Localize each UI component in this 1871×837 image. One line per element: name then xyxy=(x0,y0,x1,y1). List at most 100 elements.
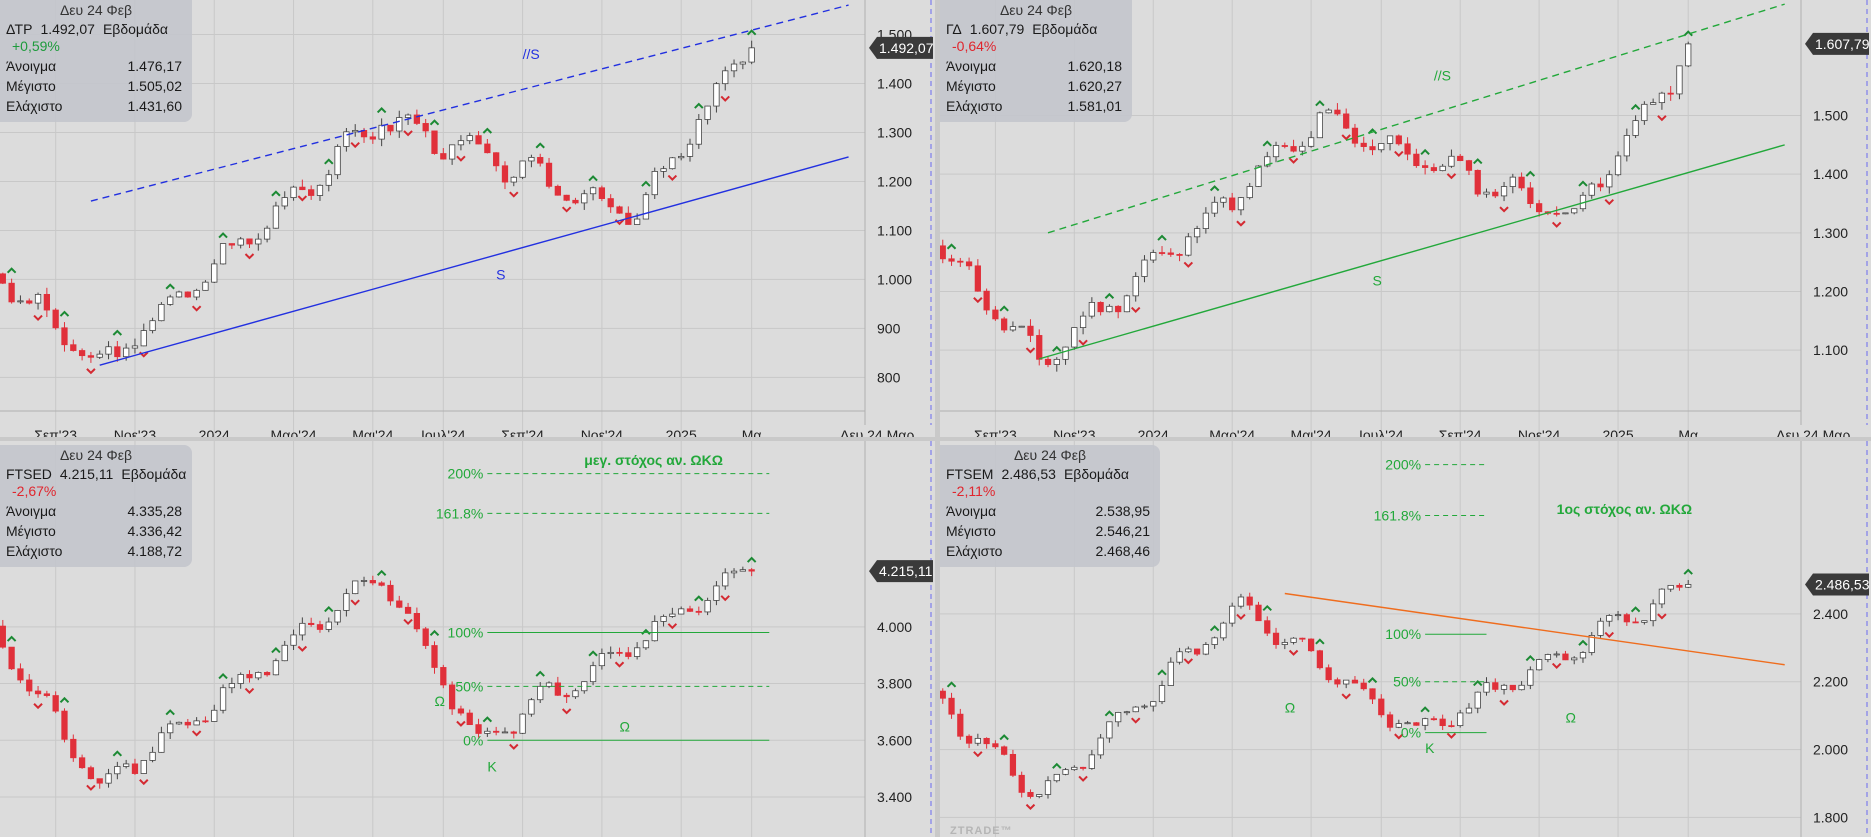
candle-body xyxy=(378,124,385,140)
candle xyxy=(1676,583,1683,591)
candle xyxy=(139,760,149,786)
candle-body xyxy=(1614,155,1622,176)
candle-body xyxy=(519,160,526,178)
down-chevron-icon xyxy=(1078,339,1088,346)
candle-body xyxy=(1614,614,1622,617)
candle-body xyxy=(440,667,447,686)
candle xyxy=(1657,588,1667,620)
candle-body xyxy=(1325,667,1332,681)
up-chevron-icon xyxy=(1367,676,1378,684)
candle-body xyxy=(1448,725,1455,728)
down-chevron-icon xyxy=(1025,803,1036,811)
down-chevron-icon xyxy=(561,206,572,213)
candle xyxy=(228,243,236,250)
up-chevron-icon xyxy=(588,650,598,657)
candle-body xyxy=(378,582,385,586)
low-label: Ελάχιστο xyxy=(6,543,63,559)
candle-body xyxy=(1307,638,1315,652)
candle xyxy=(660,614,667,627)
panel-separator-vertical[interactable] xyxy=(935,0,940,837)
candle-body xyxy=(484,143,491,154)
down-chevron-icon xyxy=(1183,658,1194,665)
candle-body xyxy=(360,580,368,582)
trend-line xyxy=(1047,3,1785,234)
candle xyxy=(1641,620,1648,625)
open-label: Άνοιγμα xyxy=(6,503,57,519)
candle xyxy=(244,670,255,694)
candle xyxy=(1229,192,1236,213)
candle-body xyxy=(598,187,606,199)
candle-body xyxy=(1404,722,1411,725)
watermark: ZTRADE™ xyxy=(950,825,1013,837)
high-value: 1.505,02 xyxy=(127,78,183,94)
candle-body xyxy=(1343,113,1350,129)
candle xyxy=(105,341,112,360)
chart-panel-gd[interactable]: 1.500 1.400 1.300 1.200 1.100 Σεπ'23 Νοε'23 202… xyxy=(940,0,1871,437)
candle-body xyxy=(431,130,438,154)
candle-body xyxy=(1062,346,1069,360)
down-chevron-icon xyxy=(561,708,572,715)
candle-body xyxy=(228,683,236,689)
chart-panel-ftsem[interactable]: 2.400 2.200 2.000 1.800 200% 161.8% 100% 50% 0% 1… xyxy=(940,441,1871,837)
chart-annotation: S xyxy=(1373,273,1382,289)
chart-ftsem-svg[interactable]: 2.400 2.200 2.000 1.800 200% 161.8% 100% 50% 0% 1… xyxy=(940,441,1871,837)
candle-body xyxy=(343,131,350,147)
candle xyxy=(1562,650,1569,661)
candle xyxy=(191,717,202,737)
candle xyxy=(52,308,59,330)
candle-body xyxy=(26,679,33,692)
chart-dtr-svg[interactable]: 1.5001.4001.3001.2001.1001.000900800Σεπ'… xyxy=(0,0,935,437)
candle xyxy=(1193,648,1201,657)
candle xyxy=(1430,716,1438,721)
chart-panel-ftsed[interactable]: 4.000 3.800 3.600 3.400 200% 161.8% 100% 50% 0% μ… xyxy=(0,441,935,837)
candle-body xyxy=(1202,644,1209,655)
candle xyxy=(1483,188,1490,198)
candle-body xyxy=(748,569,755,572)
candle-body xyxy=(633,647,641,657)
candle xyxy=(191,288,202,312)
candle xyxy=(0,619,6,649)
y-tick-label: 900 xyxy=(877,320,901,336)
candle xyxy=(1341,108,1351,141)
candle-body xyxy=(1676,65,1683,95)
info-date: Δευ 24 Φεβ xyxy=(59,447,133,463)
y-tick-label: 1.400 xyxy=(877,75,912,91)
candle xyxy=(86,765,96,791)
info-close: 1.492,07 xyxy=(40,21,95,37)
candle-body xyxy=(255,672,262,679)
candle xyxy=(572,197,579,205)
panel-separator-horizontal[interactable] xyxy=(0,437,1871,441)
candle-body xyxy=(140,330,147,347)
candle xyxy=(581,681,588,694)
candle-body xyxy=(607,651,614,655)
candle xyxy=(1430,163,1438,173)
candle-body xyxy=(1334,109,1341,115)
candle xyxy=(96,350,103,359)
y-tick-label: 3.400 xyxy=(877,789,912,805)
candle xyxy=(1025,319,1036,354)
candle-body xyxy=(1009,753,1017,776)
candle-body xyxy=(175,721,183,725)
candle-body xyxy=(1579,652,1587,659)
candle xyxy=(466,132,473,145)
candle-body xyxy=(713,83,720,107)
candle-body xyxy=(1448,155,1455,167)
candle-body xyxy=(1053,358,1060,365)
candle xyxy=(1499,181,1509,213)
candle xyxy=(973,733,983,758)
candle xyxy=(376,569,387,587)
candle xyxy=(43,690,50,698)
candle xyxy=(456,705,466,727)
candle xyxy=(466,709,473,726)
candle xyxy=(158,302,165,322)
date-tag-bg xyxy=(1771,425,1871,437)
candle-body xyxy=(175,291,183,298)
candle xyxy=(965,734,973,749)
candle xyxy=(1525,170,1536,209)
candle xyxy=(1386,135,1394,151)
chart-panel-dtr[interactable]: 1.500 1.400 1.300 1.200 1.100 1.000 900 800 Σεπ'… xyxy=(0,0,935,437)
candle-body xyxy=(1193,648,1201,655)
up-chevron-icon xyxy=(165,709,175,716)
candle xyxy=(1307,131,1315,148)
candle-body xyxy=(466,135,473,142)
